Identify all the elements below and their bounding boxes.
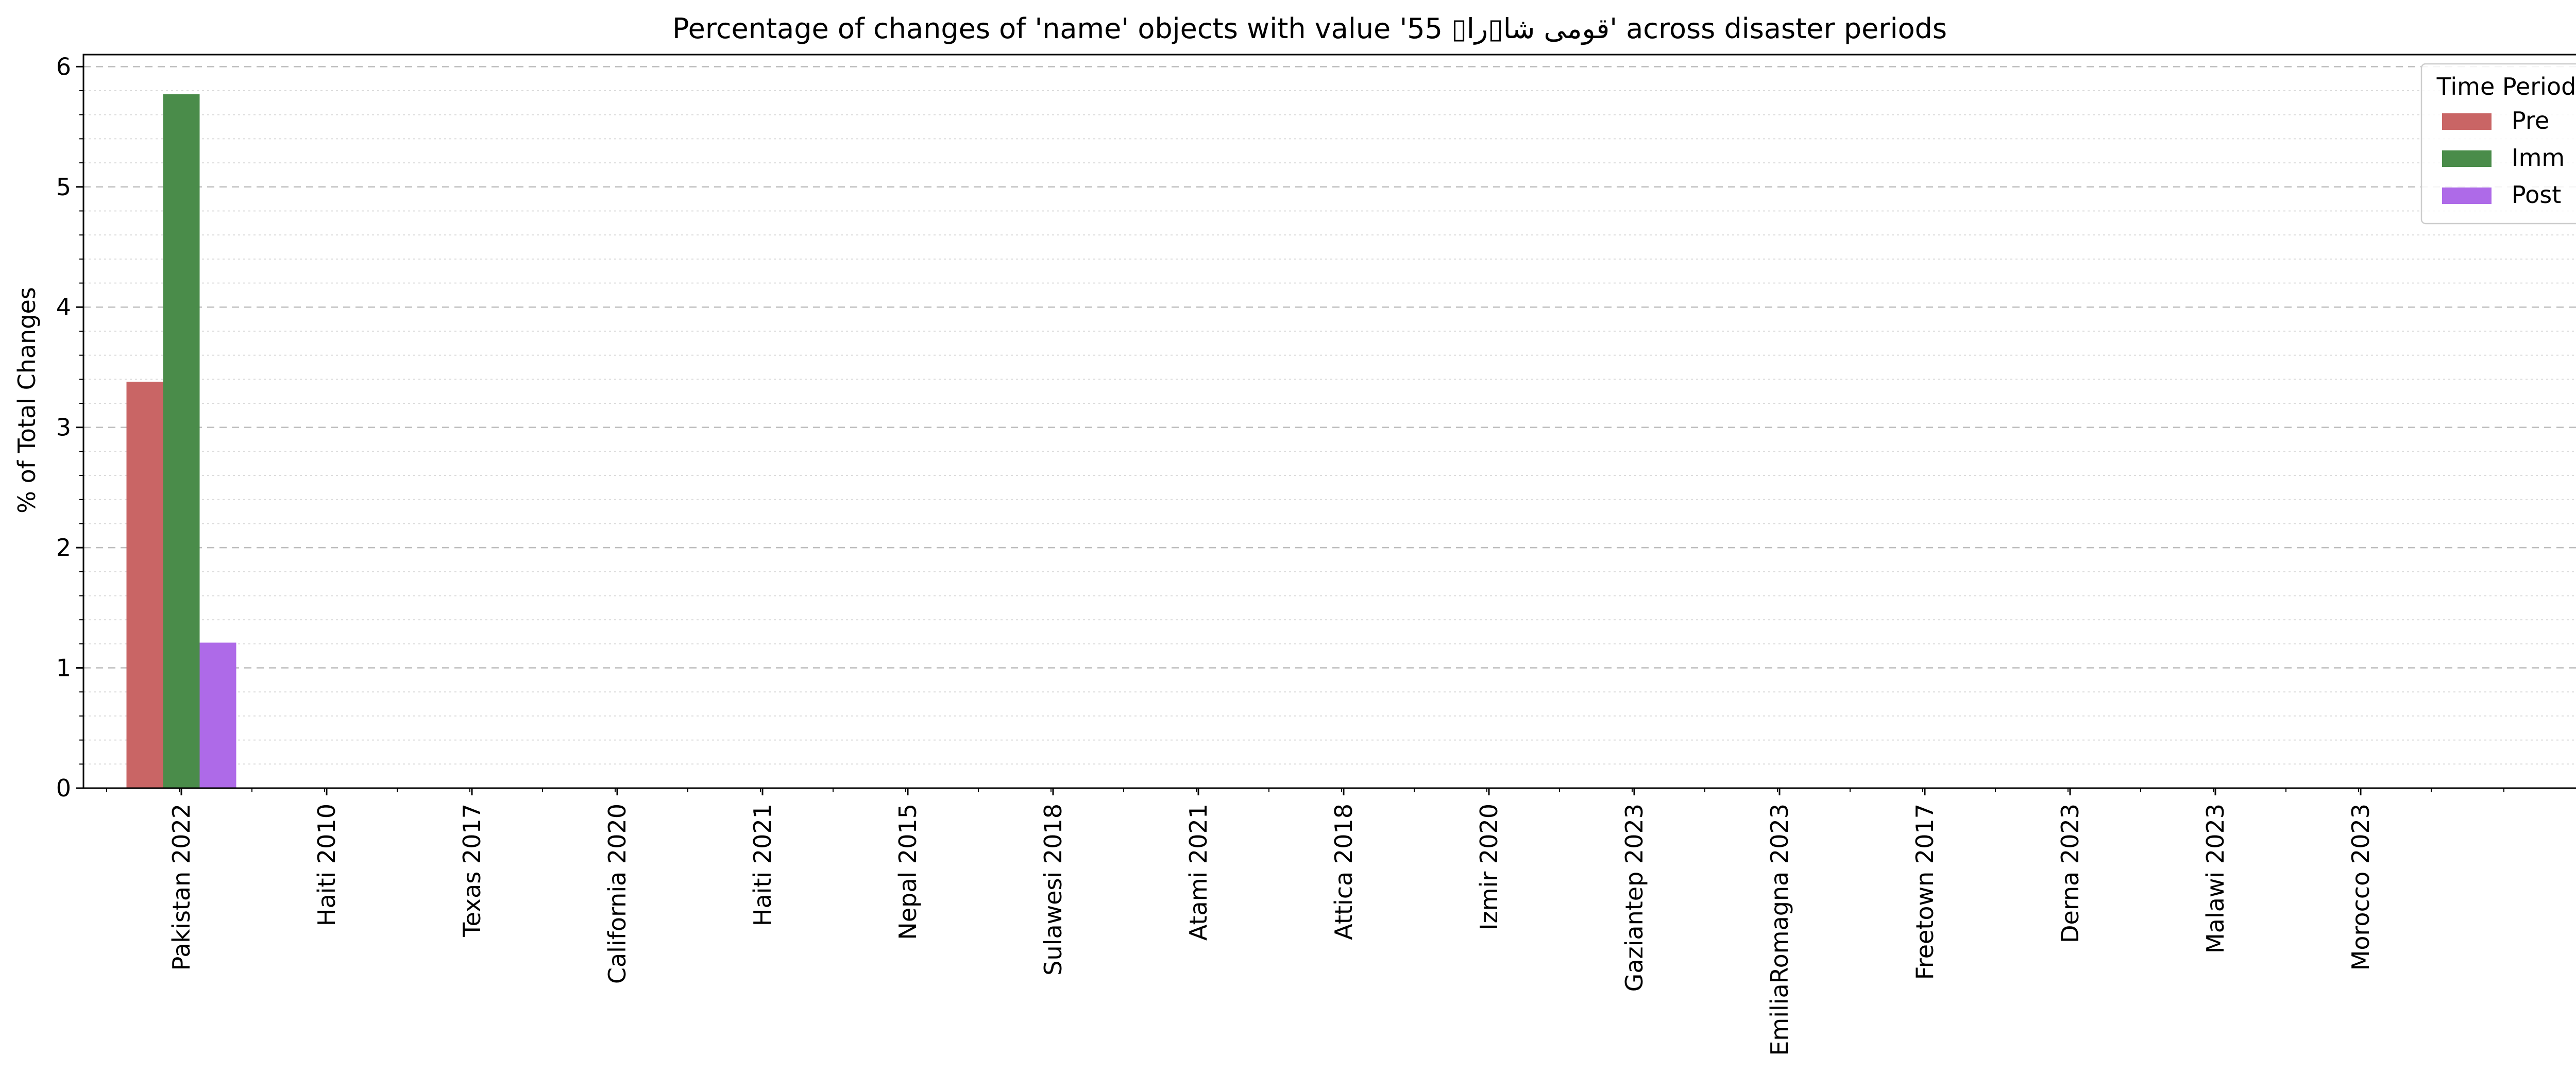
bars (126, 94, 236, 788)
x-tick-label: Derna 2023 (2056, 804, 2084, 943)
x-tick-label: Haiti 2010 (313, 804, 341, 926)
x-axis-ticks: Pakistan 2022 Haiti 2010 Texas 2017 Califor… (106, 788, 2504, 1056)
axes (82, 54, 2576, 789)
legend-swatch-imm (2442, 150, 2492, 167)
x-tick-label: Malawi 2023 (2201, 804, 2229, 953)
x-tick-label: Morocco 2023 (2347, 804, 2375, 970)
x-tick-label: Atami 2021 (1184, 804, 1212, 941)
legend-swatch-pre (2442, 113, 2492, 130)
legend-label-imm: Imm (2512, 144, 2565, 172)
x-tick-label: California 2020 (603, 804, 631, 984)
x-tick-label: Attica 2018 (1330, 804, 1358, 940)
y-axis-ticks: 0 1 2 3 4 5 6 (56, 53, 83, 802)
chart-title: Percentage of changes of 'name' objects … (672, 12, 1947, 45)
y-axis-label: % of Total Changes (13, 287, 41, 513)
legend-swatch-post (2442, 188, 2492, 204)
x-tick-label: Izmir 2020 (1475, 804, 1503, 930)
x-tick-label: Haiti 2021 (749, 804, 776, 926)
y-tick-label: 3 (56, 414, 71, 441)
x-tick-label: EmiliaRomagna 2023 (1766, 804, 1793, 1056)
x-tick-label: Nepal 2015 (894, 804, 922, 940)
y-tick-label: 1 (56, 654, 71, 682)
legend: Time Period Pre Imm Post (2420, 63, 2576, 225)
x-tick-label: Texas 2017 (458, 804, 486, 938)
y-tick-label: 5 (56, 173, 71, 201)
y-tick-label: 4 (56, 293, 71, 321)
plot-frame (82, 54, 2576, 789)
bar-imm (163, 94, 200, 788)
legend-title: Time Period (2436, 73, 2576, 100)
y-tick-label: 6 (56, 53, 71, 80)
x-tick-label: Pakistan 2022 (167, 804, 195, 970)
bar-pre (126, 381, 163, 788)
x-tick-label: Sulawesi 2018 (1039, 804, 1067, 976)
grid (83, 66, 2576, 765)
bar-post (199, 642, 236, 788)
y-tick-label: 2 (56, 534, 71, 561)
legend-label-pre: Pre (2512, 107, 2549, 134)
y-tick-label: 0 (56, 774, 71, 802)
legend-label-post: Post (2512, 181, 2561, 209)
legend-box (2420, 63, 2576, 225)
x-tick-label: Freetown 2017 (1911, 804, 1939, 980)
x-tick-label: Gaziantep 2023 (1620, 804, 1648, 992)
